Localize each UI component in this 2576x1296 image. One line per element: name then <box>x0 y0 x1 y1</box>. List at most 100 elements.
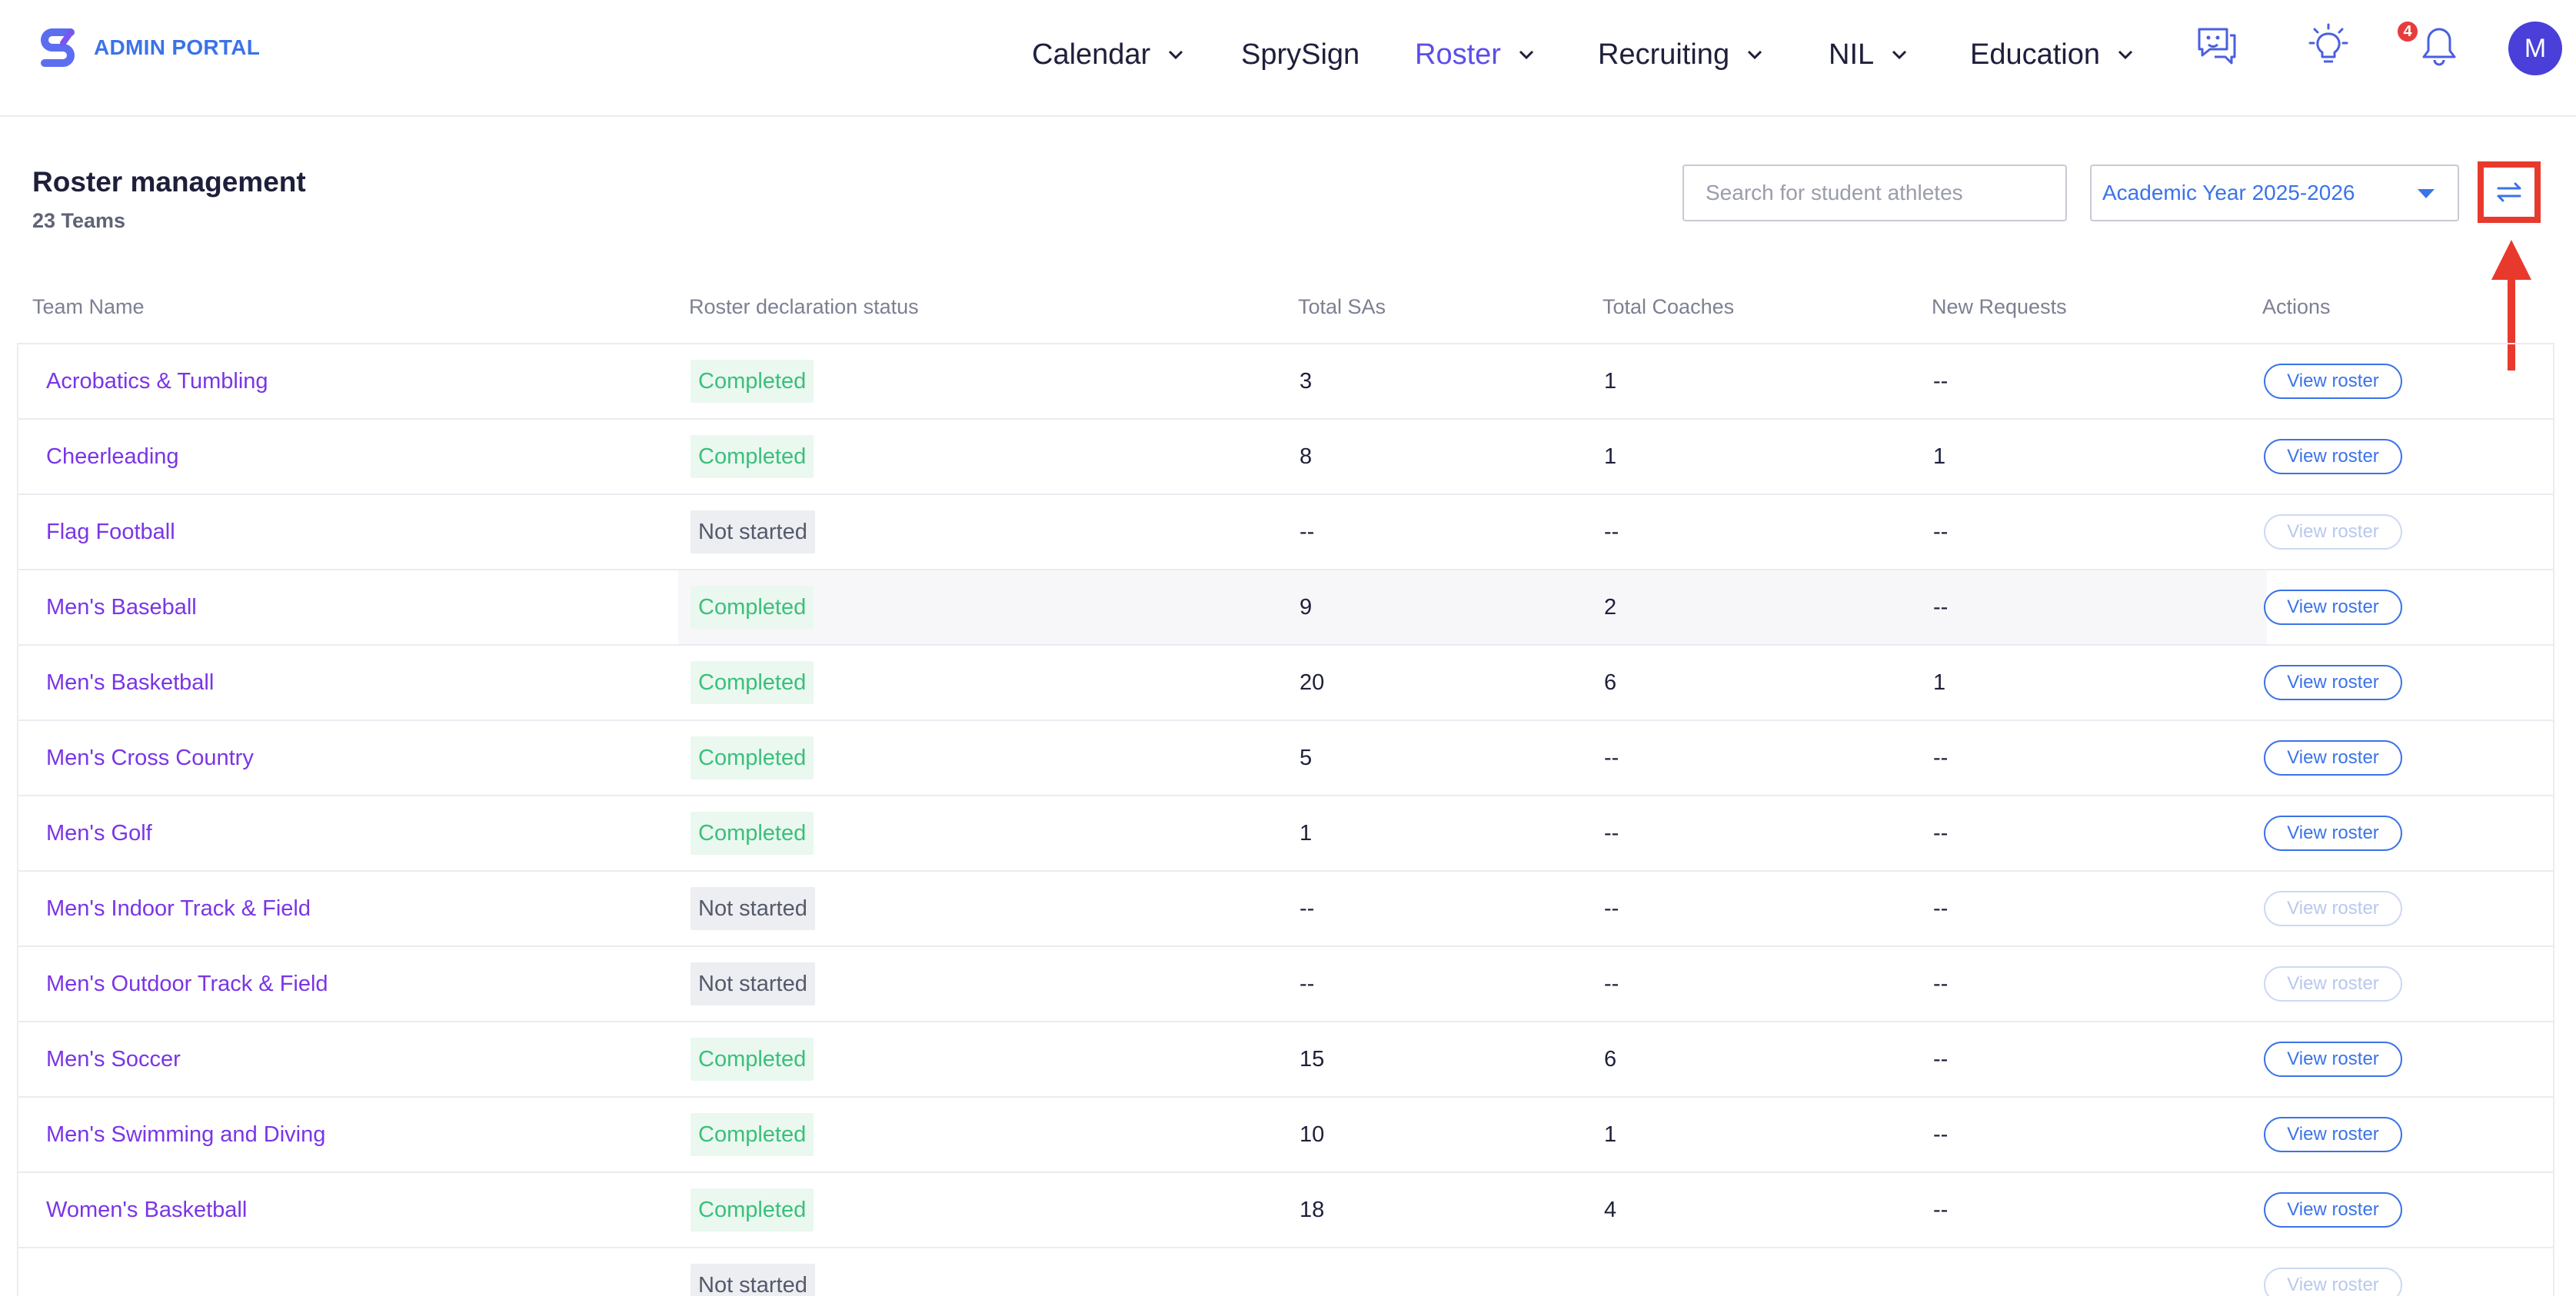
team-name-link[interactable]: Acrobatics & Tumbling <box>46 344 268 418</box>
chat-icon[interactable] <box>2192 22 2241 71</box>
view-roster-button[interactable]: View roster <box>2264 1117 2402 1152</box>
view-roster-button[interactable]: View roster <box>2264 590 2402 625</box>
top-header: ADMIN PORTAL Calendar SprySign Roster Re… <box>0 0 2576 117</box>
nav-nil[interactable]: NIL <box>1829 35 1909 74</box>
status-cell: Completed <box>691 570 814 644</box>
team-name-link[interactable]: Men's Indoor Track & Field <box>46 872 311 945</box>
team-name[interactable]: Men's Cross Country <box>46 745 254 770</box>
search-input[interactable] <box>1682 164 2067 221</box>
total-coaches-cell: -- <box>1604 519 1619 544</box>
table-row: Cheerleading Completed 8 1 1 View roster <box>18 420 2553 495</box>
new-requests-cell: -- <box>1933 745 1949 770</box>
status-badge: Completed <box>691 812 814 855</box>
avatar[interactable]: M <box>2508 22 2562 75</box>
status-badge: Completed <box>691 1113 814 1156</box>
view-roster-button[interactable]: View roster <box>2264 1268 2402 1296</box>
table-row: Men's Golf Completed 1 -- -- View roster <box>18 796 2553 872</box>
status-cell: Completed <box>691 796 814 870</box>
table-row: Men's Cross Country Completed 5 -- -- View ro… <box>18 721 2553 796</box>
team-name[interactable]: Men's Golf <box>46 820 152 846</box>
nav-recruiting-label: Recruiting <box>1598 38 1730 71</box>
nav-education[interactable]: Education <box>1970 35 2135 74</box>
academic-year-select[interactable]: Academic Year 2025-2026 <box>2090 164 2459 221</box>
status-cell: Completed <box>691 646 814 719</box>
bell-icon[interactable] <box>2415 22 2464 71</box>
action-cell: View roster <box>2264 646 2402 719</box>
new-requests-cell: -- <box>1933 896 1949 921</box>
view-roster-button[interactable]: View roster <box>2264 514 2402 550</box>
team-name[interactable]: Men's Basketball <box>46 670 215 695</box>
total-coaches-cell: 1 <box>1604 368 1617 394</box>
action-cell: View roster <box>2264 420 2402 493</box>
status-cell: Completed <box>691 1098 814 1171</box>
team-name[interactable]: Men's Indoor Track & Field <box>46 896 311 921</box>
team-name-link[interactable]: Men's Soccer <box>46 1022 181 1096</box>
total-coaches-cell: -- <box>1604 745 1619 770</box>
nav-sprysign-label: SprySign <box>1241 38 1360 71</box>
team-name[interactable]: Acrobatics & Tumbling <box>46 368 268 394</box>
team-name[interactable]: Cheerleading <box>46 444 179 469</box>
view-roster-button[interactable]: View roster <box>2264 1042 2402 1077</box>
logo-icon[interactable] <box>40 28 75 69</box>
view-roster-button[interactable]: View roster <box>2264 891 2402 926</box>
total-coaches-cell: 6 <box>1604 670 1617 695</box>
team-name-link[interactable]: Women's Basketball <box>46 1173 247 1247</box>
total-sas-cell: 15 <box>1300 1046 1325 1072</box>
swap-button[interactable] <box>2478 161 2541 223</box>
status-badge: Completed <box>691 1188 814 1231</box>
swap-arrows-icon <box>2497 182 2521 202</box>
view-roster-button[interactable]: View roster <box>2264 966 2402 1002</box>
column-header-total-sas: Total SAs <box>1298 295 1386 318</box>
view-roster-button[interactable]: View roster <box>2264 816 2402 851</box>
nav-sprysign[interactable]: SprySign <box>1241 35 1360 74</box>
table-row: Men's Basketball Completed 20 6 1 View roster <box>18 646 2553 721</box>
nav-roster[interactable]: Roster <box>1415 35 1536 74</box>
lightbulb-icon[interactable] <box>2304 22 2353 71</box>
team-name-link[interactable]: Men's Cross Country <box>46 721 254 795</box>
notification-badge: 4 <box>2396 20 2419 43</box>
table-row: Acrobatics & Tumbling Completed 3 1 -- View r… <box>18 344 2553 420</box>
action-cell: View roster <box>2264 1022 2402 1096</box>
status-cell: Completed <box>691 420 814 493</box>
action-cell: View roster <box>2264 872 2402 945</box>
team-name[interactable]: Women's Basketball <box>46 1197 248 1222</box>
status-cell: Not started <box>691 495 815 569</box>
status-badge: Not started <box>691 1264 815 1296</box>
status-badge: Completed <box>691 586 814 629</box>
team-name-link[interactable]: Men's Outdoor Track & Field <box>46 947 328 1021</box>
status-badge: Not started <box>691 962 815 1005</box>
nav-recruiting[interactable]: Recruiting <box>1598 35 1765 74</box>
new-requests-cell: -- <box>1933 820 1949 846</box>
caret-down-icon <box>2418 189 2435 198</box>
status-cell: Not started <box>691 947 815 1021</box>
total-coaches-cell: -- <box>1604 896 1619 921</box>
team-name[interactable]: Men's Baseball <box>46 594 197 620</box>
status-cell: Completed <box>691 1173 814 1247</box>
table-row: Men's Indoor Track & Field Not started -- -… <box>18 872 2553 947</box>
team-name-link[interactable]: Men's Golf <box>46 796 152 870</box>
team-name-link[interactable]: Men's Swimming and Diving <box>46 1098 325 1171</box>
new-requests-cell: 1 <box>1933 444 1946 469</box>
action-cell: View roster <box>2264 570 2402 644</box>
view-roster-button[interactable]: View roster <box>2264 665 2402 700</box>
team-name[interactable]: Men's Swimming and Diving <box>46 1122 326 1147</box>
team-name-link[interactable]: Flag Football <box>46 495 175 569</box>
team-name-link[interactable]: Cheerleading <box>46 420 179 493</box>
view-roster-button[interactable]: View roster <box>2264 364 2402 399</box>
status-badge: Not started <box>691 510 815 553</box>
view-roster-button[interactable]: View roster <box>2264 740 2402 776</box>
view-roster-button[interactable]: View roster <box>2264 439 2402 474</box>
new-requests-cell: -- <box>1933 519 1949 544</box>
total-sas-cell: 20 <box>1300 670 1325 695</box>
nav-calendar[interactable]: Calendar <box>1032 35 1186 74</box>
total-sas-cell: 5 <box>1300 745 1313 770</box>
view-roster-button[interactable]: View roster <box>2264 1192 2402 1228</box>
new-requests-cell: -- <box>1933 594 1949 620</box>
brand-name[interactable]: ADMIN PORTAL <box>94 35 261 59</box>
team-name[interactable]: Men's Soccer <box>46 1046 181 1072</box>
nav-education-label: Education <box>1970 38 2101 71</box>
team-name[interactable]: Flag Football <box>46 519 175 544</box>
team-name[interactable]: Men's Outdoor Track & Field <box>46 971 328 996</box>
team-name-link[interactable]: Men's Baseball <box>46 570 197 644</box>
team-name-link[interactable]: Men's Basketball <box>46 646 214 719</box>
